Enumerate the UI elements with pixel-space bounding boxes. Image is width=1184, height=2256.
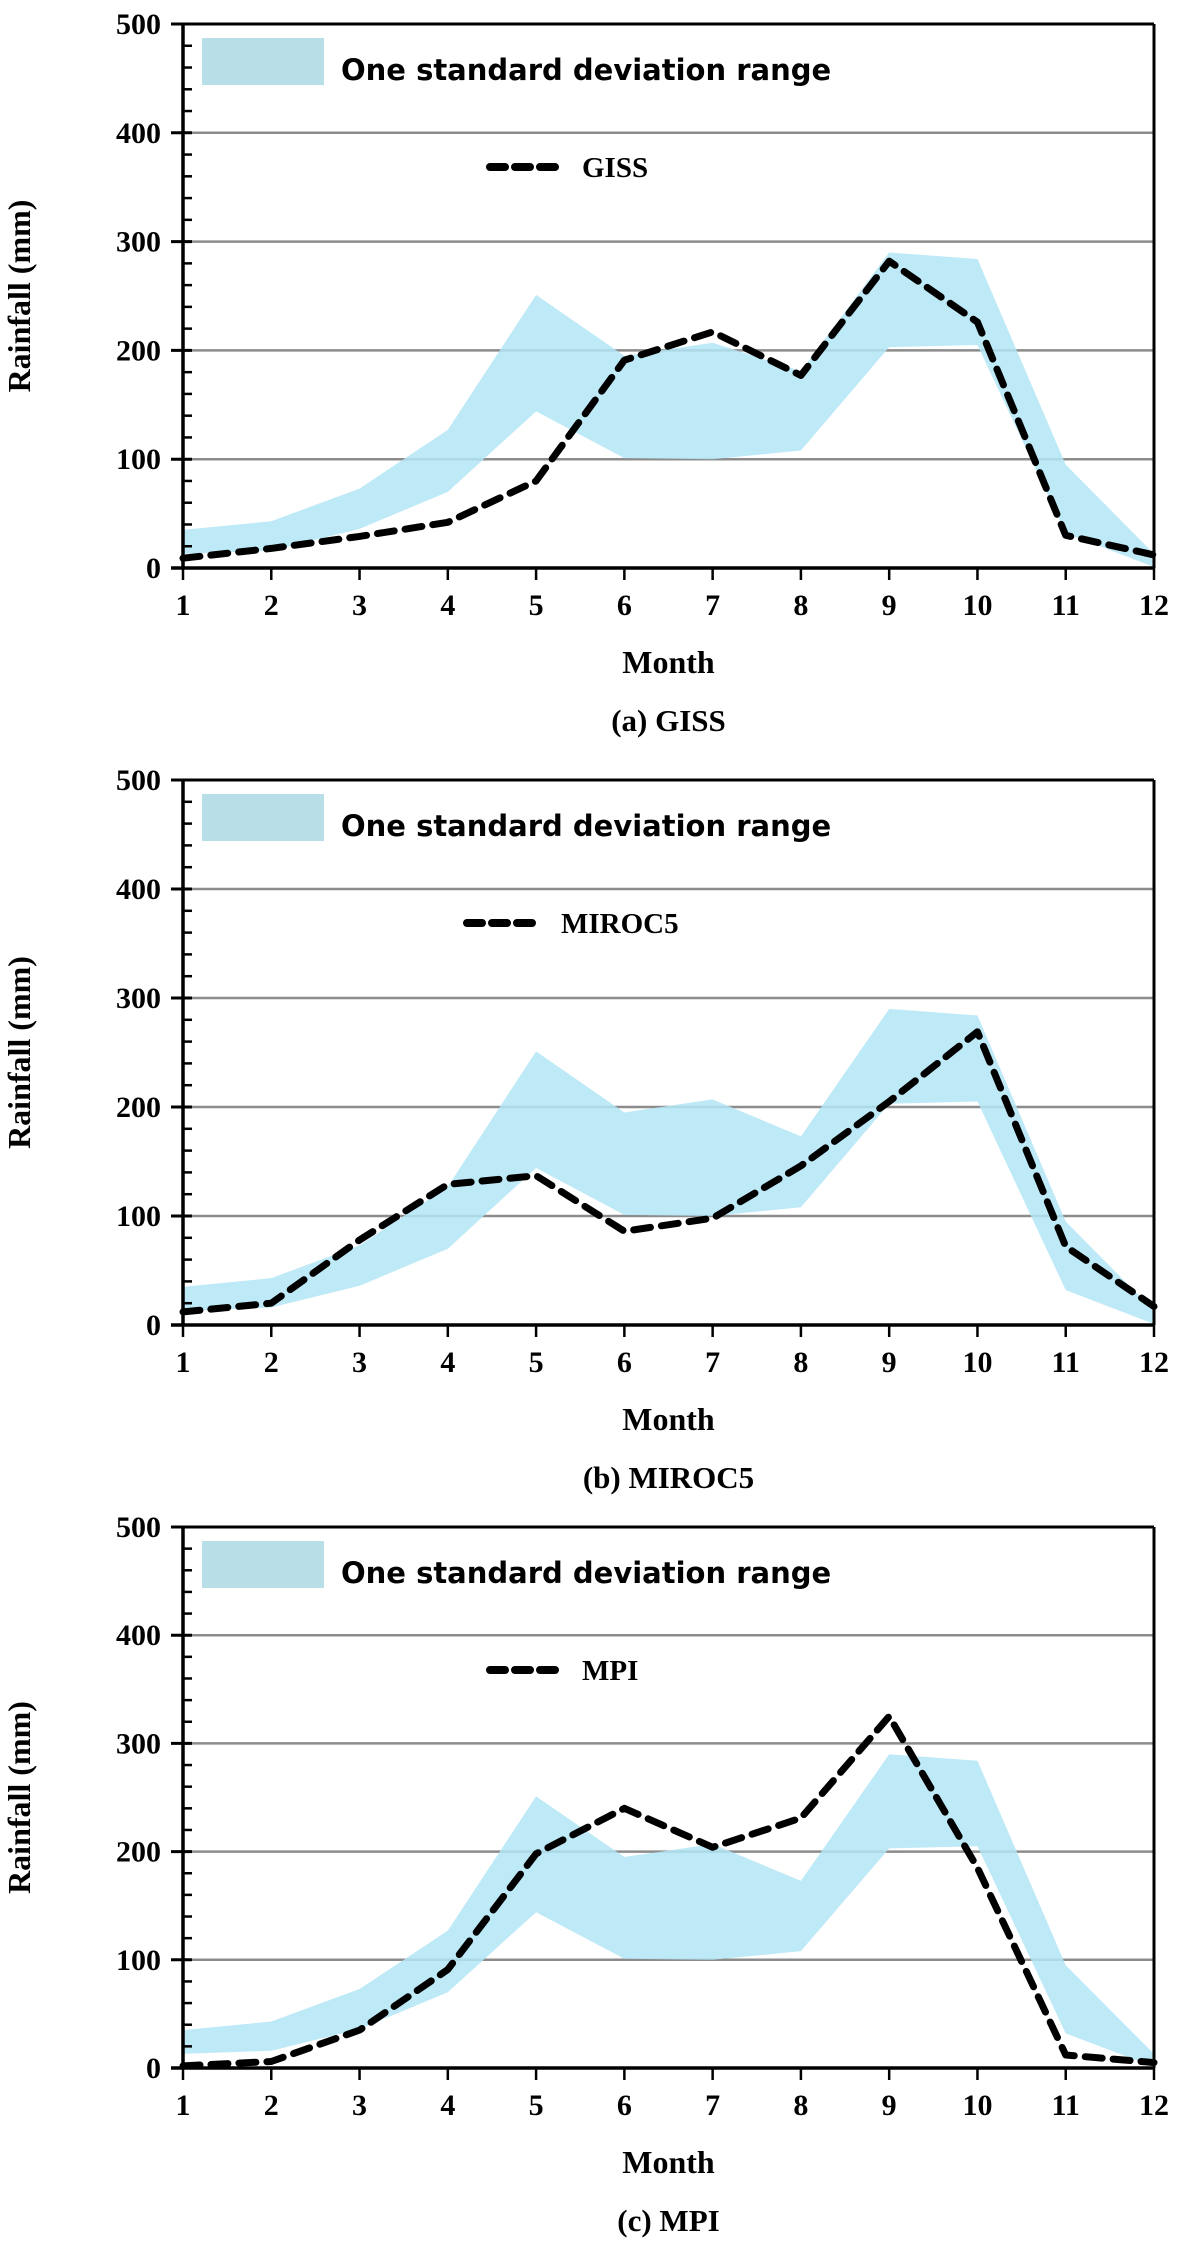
y-tick-label: 200	[116, 334, 161, 367]
y-tick-label: 500	[116, 1511, 161, 1544]
y-axis-title: Rainfall (mm)	[1, 1701, 37, 1894]
y-tick-labels: 0 100 200 300 400 500	[116, 764, 161, 1342]
x-tick-labels: 1 2 3 4 5 6 7 8 9 10 11 12	[176, 2089, 1170, 2122]
x-tick-label: 1	[176, 2089, 191, 2122]
x-tick-label: 1	[176, 1346, 191, 1379]
panel-caption: (b) MIROC5	[583, 1460, 754, 1495]
x-tick-label: 11	[1052, 2089, 1080, 2122]
x-tick-label: 9	[882, 589, 897, 622]
legend-band-swatch	[202, 1541, 324, 1588]
x-tick-label: 7	[705, 1346, 720, 1379]
x-axis-title: Month	[622, 644, 715, 680]
legend-band-label: One standard deviation range	[341, 1556, 831, 1590]
y-tick-label: 300	[116, 1727, 161, 1760]
x-tick-label: 6	[617, 589, 632, 622]
y-tick-label: 300	[116, 226, 161, 259]
model-line-mpi	[179, 1712, 1158, 2070]
y-tick-label: 300	[116, 982, 161, 1015]
legend-band-swatch	[202, 38, 324, 85]
x-tick-label: 7	[705, 589, 720, 622]
legend-line-label: GISS	[582, 152, 648, 184]
x-tick-label: 8	[793, 589, 808, 622]
y-axis-title: Rainfall (mm)	[1, 956, 37, 1149]
x-tick-label: 2	[264, 589, 279, 622]
y-tick-label: 100	[116, 443, 161, 476]
panel-caption: (a) GISS	[611, 703, 726, 738]
x-tick-label: 3	[352, 1346, 367, 1379]
x-tick-label: 10	[962, 2089, 992, 2122]
x-tick-label: 10	[962, 589, 992, 622]
x-tick-label: 12	[1139, 1346, 1169, 1379]
y-tick-label: 400	[116, 873, 161, 906]
y-tick-labels: 0 100 200 300 400 500	[116, 1511, 161, 2085]
axes	[171, 1525, 1156, 2080]
x-tick-label: 12	[1139, 589, 1169, 622]
x-tick-label: 8	[793, 2089, 808, 2122]
y-tick-label: 200	[116, 1836, 161, 1869]
x-tick-label: 3	[352, 2089, 367, 2122]
x-tick-label: 11	[1052, 1346, 1080, 1379]
y-tick-label: 0	[146, 552, 161, 585]
y-tick-label: 200	[116, 1091, 161, 1124]
x-tick-label: 11	[1052, 589, 1080, 622]
y-tick-label: 500	[116, 764, 161, 797]
y-tick-label: 100	[116, 1944, 161, 1977]
x-tick-label: 4	[440, 1346, 455, 1379]
x-tick-label: 2	[264, 2089, 279, 2122]
x-tick-labels: 1 2 3 4 5 6 7 8 9 10 11 12	[176, 1346, 1170, 1379]
x-tick-label: 2	[264, 1346, 279, 1379]
x-tick-label: 6	[617, 2089, 632, 2122]
legend-line-label: MIROC5	[561, 908, 679, 940]
x-tick-label: 3	[352, 589, 367, 622]
y-tick-label: 500	[116, 8, 161, 41]
axes	[171, 22, 1156, 580]
y-tick-label: 0	[146, 2052, 161, 2085]
y-tick-labels: 0 100 200 300 400 500	[116, 8, 161, 585]
x-tick-label: 5	[529, 589, 544, 622]
x-tick-label: 4	[440, 2089, 455, 2122]
axes	[171, 778, 1156, 1337]
model-line-miroc5	[179, 1028, 1158, 1316]
legend-band-swatch	[202, 794, 324, 841]
x-tick-label: 5	[529, 2089, 544, 2122]
x-tick-label: 12	[1139, 2089, 1169, 2122]
x-tick-labels: 1 2 3 4 5 6 7 8 9 10 11 12	[176, 589, 1170, 622]
y-tick-label: 400	[116, 117, 161, 150]
x-tick-label: 4	[440, 589, 455, 622]
y-tick-label: 0	[146, 1309, 161, 1342]
std-dev-band	[183, 252, 1154, 567]
x-axis-title: Month	[622, 1401, 715, 1437]
legend-band-label: One standard deviation range	[341, 809, 831, 843]
x-tick-label: 8	[793, 1346, 808, 1379]
y-axis-title: Rainfall (mm)	[1, 200, 37, 393]
x-tick-label: 6	[617, 1346, 632, 1379]
panel-caption: (c) MPI	[617, 2203, 719, 2238]
x-tick-label: 9	[882, 1346, 897, 1379]
x-tick-label: 9	[882, 2089, 897, 2122]
y-tick-label: 400	[116, 1619, 161, 1652]
legend-line-label: MPI	[582, 1655, 638, 1687]
x-tick-label: 7	[705, 2089, 720, 2122]
model-line-giss	[179, 257, 1158, 562]
x-axis-title: Month	[622, 2144, 715, 2180]
legend-band-label: One standard deviation range	[341, 53, 831, 87]
x-tick-label: 10	[962, 1346, 992, 1379]
x-tick-label: 5	[529, 1346, 544, 1379]
x-tick-label: 1	[176, 589, 191, 622]
y-tick-label: 100	[116, 1200, 161, 1233]
